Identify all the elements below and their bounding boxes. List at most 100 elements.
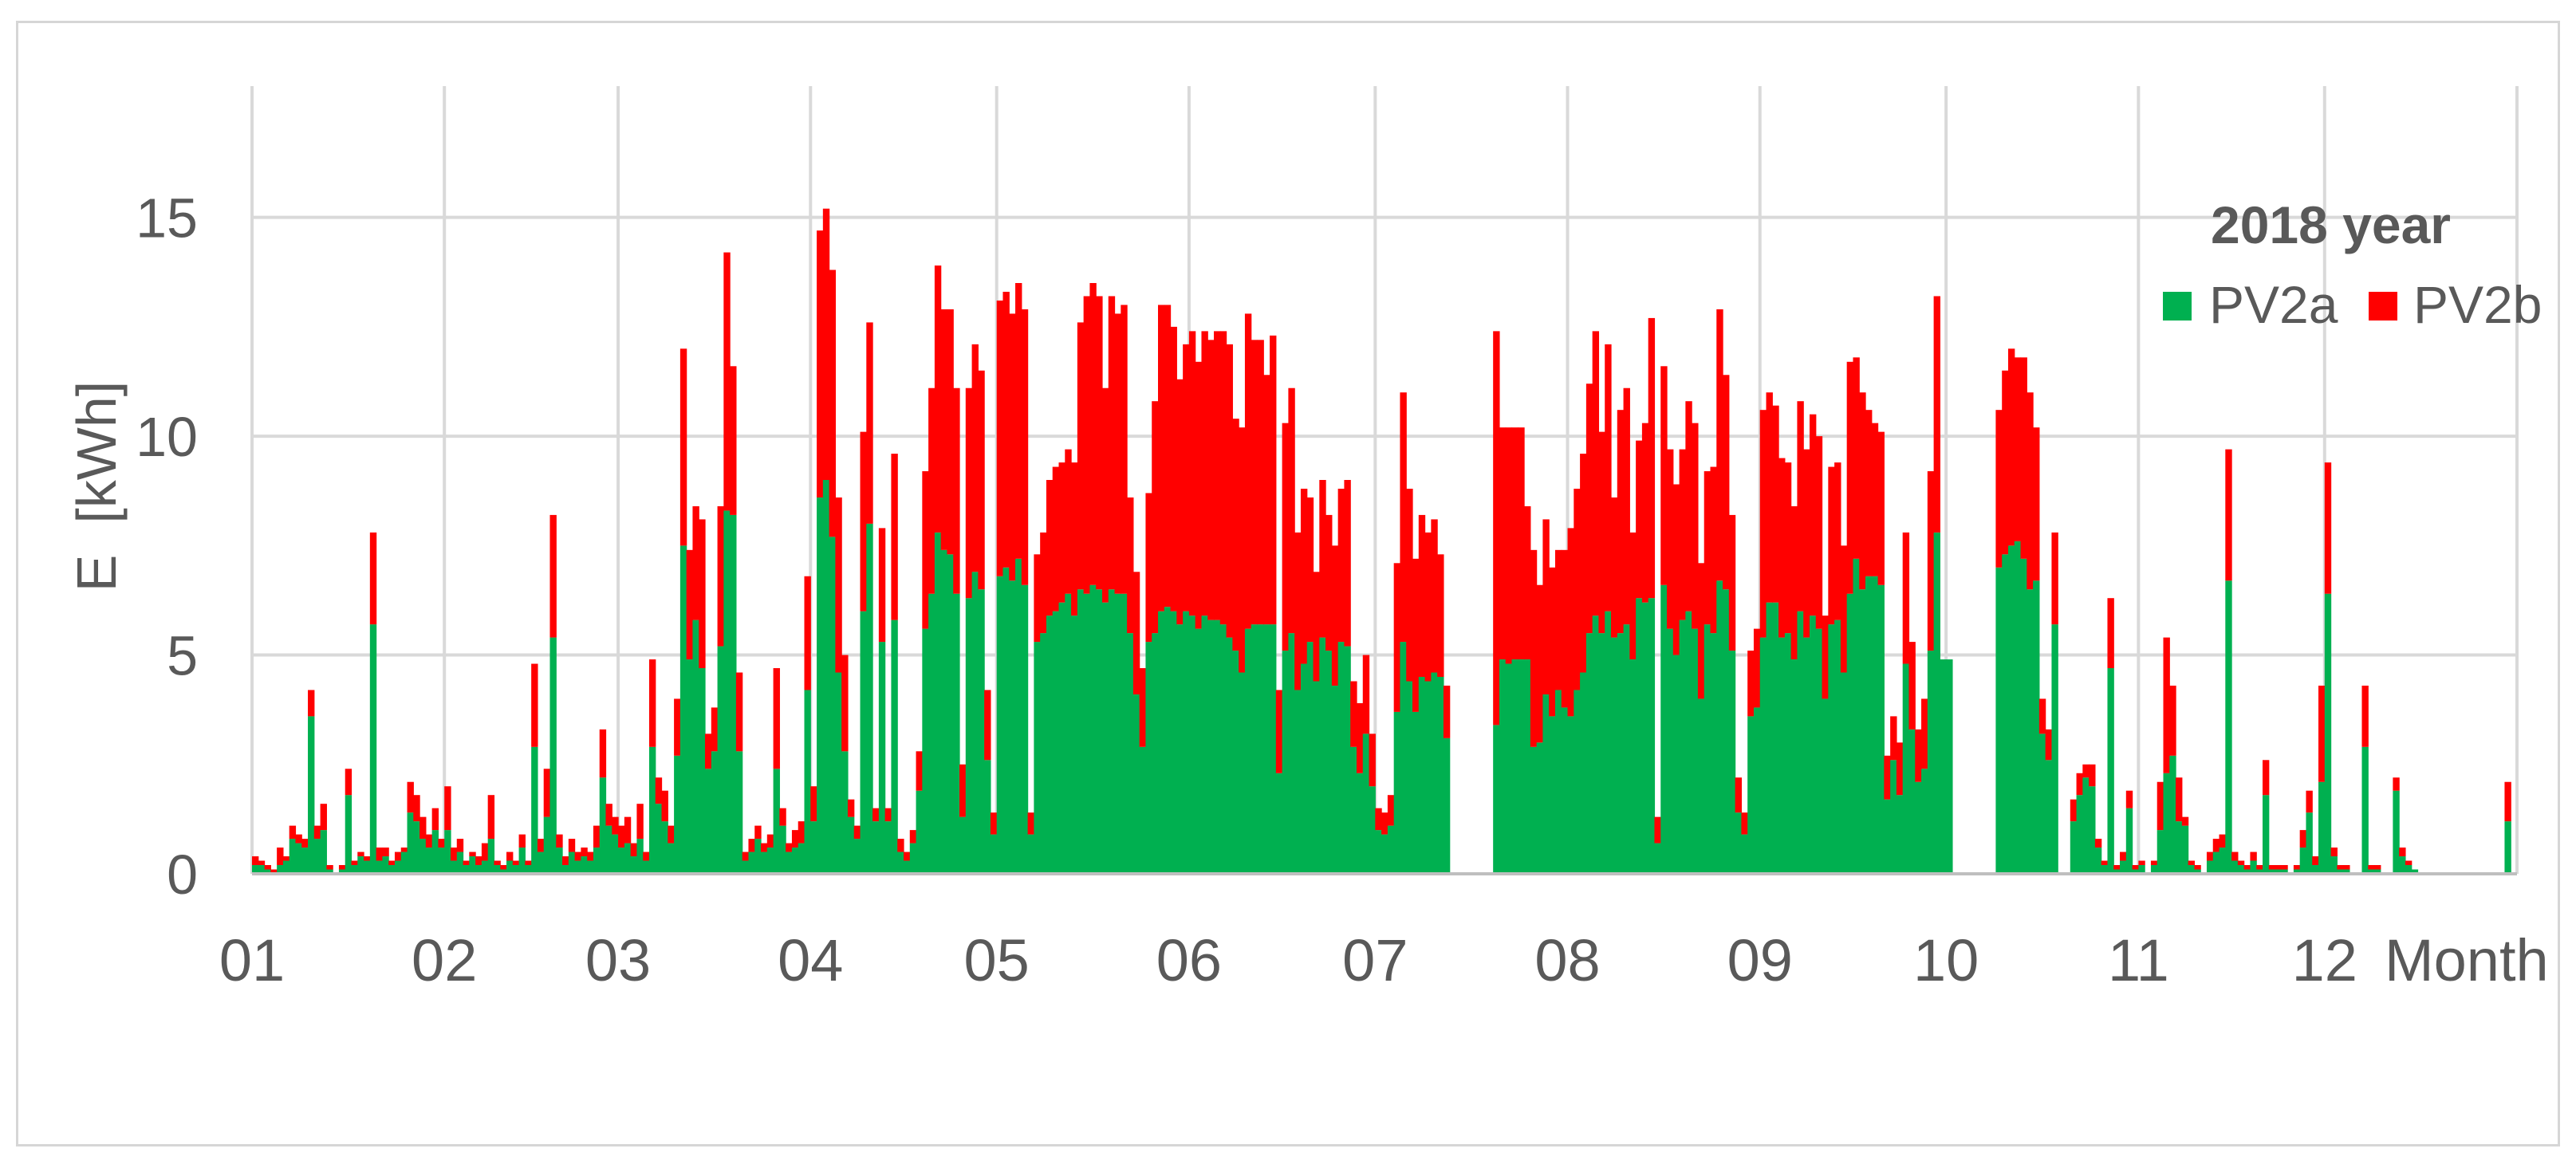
bar-pv2b-day-41	[500, 865, 507, 870]
bar-pv2a-day-21	[376, 860, 383, 874]
bar-pv2a-day-236	[1710, 633, 1717, 874]
bar-pv2b-day-337	[2337, 865, 2344, 870]
bar-pv2a-day-209	[1542, 694, 1550, 874]
bar-pv2a-day-255	[1828, 624, 1835, 874]
legend-title: 2018 year	[2211, 195, 2451, 254]
bar-pv2b-day-87	[786, 843, 793, 852]
bar-pv2a-day-230	[1672, 655, 1680, 874]
bar-pv2a-day-76	[717, 646, 724, 874]
bar-pv2a-day-8	[295, 843, 302, 874]
bar-pv2a-day-205	[1518, 659, 1525, 874]
bar-pv2a-day-70	[679, 545, 687, 874]
bar-pv2b-day-288	[2033, 427, 2040, 581]
bar-pv2b-day-302	[2120, 851, 2127, 861]
bar-pv2b-day-17	[351, 860, 358, 866]
bar-pv2b-day-211	[1554, 549, 1562, 690]
bar-pv2b-day-79	[735, 672, 743, 752]
bar-pv2b-day-328	[2281, 865, 2288, 870]
bar-pv2a-day-202	[1499, 659, 1507, 874]
bar-pv2b-day-145	[1145, 493, 1152, 643]
bar-pv2a-day-207	[1530, 746, 1538, 874]
bar-pv2b-day-190	[1424, 532, 1432, 682]
bar-pv2a-day-308	[2157, 830, 2164, 874]
bar-pv2a-day-203	[1505, 663, 1513, 874]
bar-pv2b-day-227	[1654, 816, 1661, 844]
bar-pv2b-day-300	[2107, 598, 2114, 669]
bar-pv2a-day-115	[959, 816, 967, 874]
bar-pv2b-day-90	[804, 576, 811, 690]
bar-pv2b-day-53	[574, 851, 581, 861]
bar-pv2a-day-86	[779, 825, 786, 874]
bar-pv2a-day-260	[1859, 589, 1866, 874]
bar-pv2b-day-224	[1636, 440, 1643, 599]
bar-pv2a-day-331	[2299, 848, 2307, 874]
bar-pv2a-day-314	[2194, 869, 2201, 874]
bar-pv2b-day-39	[487, 795, 495, 840]
bar-pv2a-day-160	[1239, 672, 1246, 874]
bar-pv2b-day-239	[1728, 514, 1736, 651]
bar-pv2a-day-7	[289, 839, 297, 874]
bar-pv2b-day-24	[394, 851, 402, 861]
bar-pv2a-day-301	[2113, 869, 2121, 874]
bar-pv2a-day-157	[1219, 624, 1227, 874]
bar-pv2b-day-122	[1002, 291, 1010, 568]
bar-pv2b-day-297	[2089, 764, 2096, 787]
bar-pv2b-day-121	[996, 300, 1004, 576]
bar-pv2a-day-252	[1809, 615, 1817, 874]
bar-pv2b-day-38	[481, 843, 489, 861]
bar-pv2a-day-180	[1362, 733, 1370, 874]
bar-pv2a-day-69	[674, 755, 681, 874]
bar-pv2b-day-286	[2020, 357, 2027, 559]
bar-pv2a-day-243	[1753, 707, 1761, 874]
bar-pv2b-day-137	[1096, 296, 1103, 590]
bar-pv2a-day-108	[916, 790, 923, 874]
bar-pv2b-day-103	[884, 808, 892, 822]
bar-pv2b-day-83	[761, 843, 768, 852]
bar-pv2a-day-134	[1077, 589, 1085, 874]
bar-pv2b-day-146	[1152, 401, 1159, 634]
bar-pv2b-day-283	[2002, 370, 2009, 555]
bar-pv2a-day-222	[1623, 624, 1630, 874]
bar-pv2a-day-282	[1995, 567, 2003, 874]
bar-pv2a-day-156	[1214, 619, 1221, 874]
bar-pv2b-day-205	[1518, 427, 1525, 660]
bar-pv2a-day-263	[1877, 584, 1885, 874]
bar-pv2a-day-225	[1641, 602, 1649, 874]
bar-pv2a-day-73	[699, 668, 706, 874]
bar-pv2a-day-324	[2256, 869, 2263, 874]
legend: 2018 year PV2a PV2b	[2163, 195, 2542, 334]
bar-pv2a-day-227	[1654, 843, 1661, 874]
bar-pv2a-day-50	[556, 848, 563, 874]
bar-pv2a-day-143	[1132, 694, 1140, 874]
bar-pv2b-day-364	[2504, 781, 2511, 822]
bar-pv2b-day-42	[506, 851, 514, 861]
bar-pv2a-day-148	[1164, 607, 1172, 874]
bar-pv2b-day-151	[1183, 344, 1190, 612]
x-tick-label-10: 10	[1913, 927, 1979, 993]
bar-pv2b-day-116	[965, 387, 973, 599]
bar-pv2b-day-109	[922, 471, 929, 629]
bar-pv2b-day-202	[1499, 427, 1507, 660]
bar-pv2a-day-171	[1306, 642, 1314, 874]
bar-pv2a-day-140	[1114, 593, 1121, 874]
bar-pv2a-day-185	[1393, 711, 1401, 874]
bar-pv2a-day-66	[655, 804, 663, 874]
bar-pv2b-day-167	[1282, 423, 1289, 651]
bar-pv2a-day-316	[2206, 860, 2214, 874]
bar-pv2a-day-48	[543, 816, 551, 874]
bar-pv2a-day-291	[2051, 624, 2058, 874]
bar-pv2a-day-266	[1896, 795, 1904, 874]
bar-pv2a-day-169	[1294, 690, 1302, 874]
bar-pv2b-day-158	[1226, 344, 1233, 638]
bar-pv2a-day-288	[2033, 580, 2040, 874]
bar-pv2b-day-44	[518, 834, 526, 848]
x-tick-label-09: 09	[1727, 927, 1793, 993]
bar-pv2b-day-20	[369, 532, 377, 625]
bar-pv2b-day-55	[587, 851, 594, 861]
bar-pv2b-day-214	[1574, 488, 1581, 690]
bar-pv2a-day-112	[940, 549, 948, 874]
bar-pv2b-day-213	[1567, 528, 1574, 717]
bar-pv2a-day-130	[1052, 611, 1060, 874]
bar-pv2a-day-307	[2150, 865, 2158, 874]
bar-pv2a-day-154	[1201, 615, 1208, 874]
